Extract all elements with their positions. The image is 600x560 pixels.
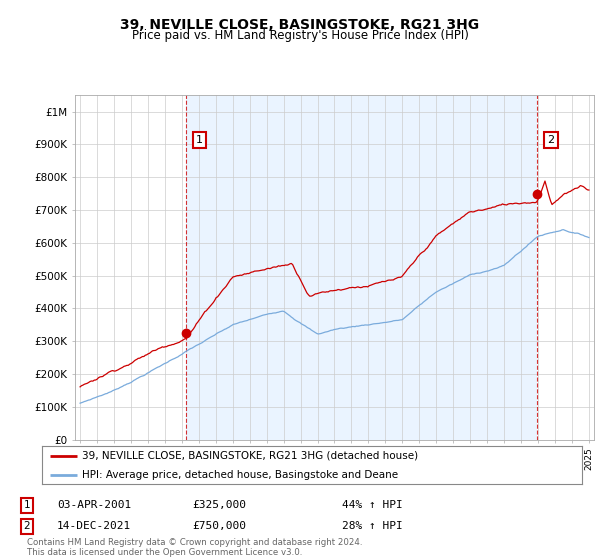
- Text: 39, NEVILLE CLOSE, BASINGSTOKE, RG21 3HG (detached house): 39, NEVILLE CLOSE, BASINGSTOKE, RG21 3HG…: [83, 451, 419, 461]
- Text: 1: 1: [23, 500, 31, 510]
- Text: 1: 1: [196, 135, 203, 145]
- Text: 28% ↑ HPI: 28% ↑ HPI: [342, 521, 403, 531]
- Text: 2: 2: [23, 521, 31, 531]
- Text: 2: 2: [547, 135, 554, 145]
- Text: £325,000: £325,000: [192, 500, 246, 510]
- Text: 03-APR-2001: 03-APR-2001: [57, 500, 131, 510]
- Text: Contains HM Land Registry data © Crown copyright and database right 2024.
This d: Contains HM Land Registry data © Crown c…: [27, 538, 362, 557]
- Text: 44% ↑ HPI: 44% ↑ HPI: [342, 500, 403, 510]
- Bar: [186, 95, 537, 440]
- Text: 14-DEC-2021: 14-DEC-2021: [57, 521, 131, 531]
- Text: 39, NEVILLE CLOSE, BASINGSTOKE, RG21 3HG: 39, NEVILLE CLOSE, BASINGSTOKE, RG21 3HG: [121, 18, 479, 32]
- Text: Price paid vs. HM Land Registry's House Price Index (HPI): Price paid vs. HM Land Registry's House …: [131, 29, 469, 42]
- Text: HPI: Average price, detached house, Basingstoke and Deane: HPI: Average price, detached house, Basi…: [83, 470, 398, 480]
- Text: £750,000: £750,000: [192, 521, 246, 531]
